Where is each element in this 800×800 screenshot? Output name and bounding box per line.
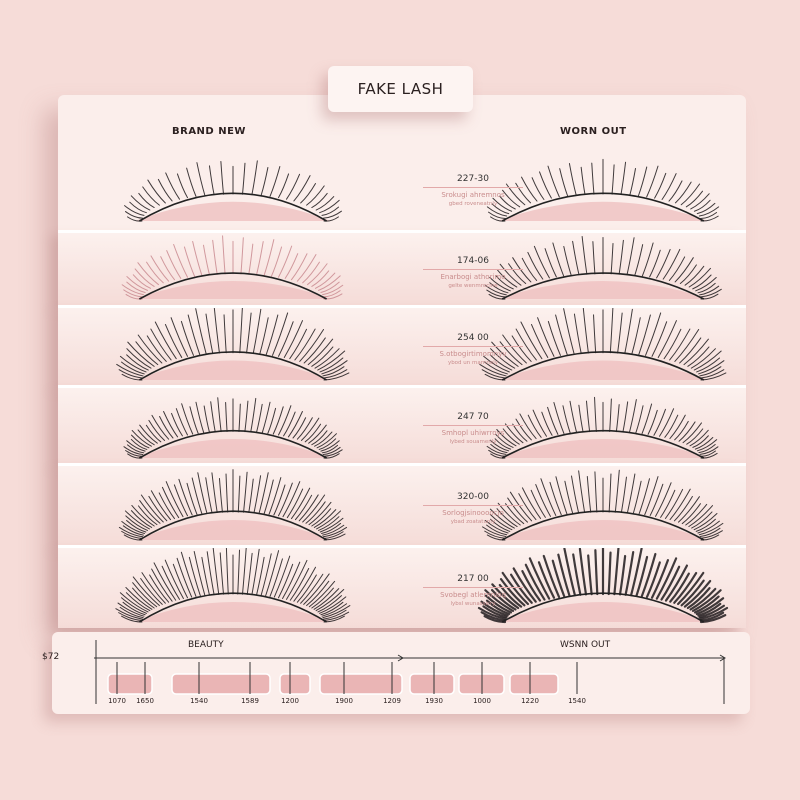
row-subcaption: lybsl wunassicry: [450, 601, 496, 607]
timeline-segment: [171, 673, 271, 695]
lash-worn-icon: [484, 236, 722, 300]
lash-row-info: 320-00 Sorlogjsinoooocjo ybad zoatatunly: [413, 492, 533, 525]
timeline-tick-label: 1070: [108, 697, 126, 705]
timeline-tick-label: 1200: [281, 697, 299, 705]
timeline-tick-label: 1900: [335, 697, 353, 705]
lash-row: 217 00 Svobegl atlernnioq lybsl wunassicry: [58, 545, 746, 628]
row-caption: Enarbogi athorimo: [440, 273, 506, 281]
row-caption: Srokugi ahremnos: [441, 191, 505, 199]
timeline-tick-label: 1209: [383, 697, 401, 705]
timeline-tick-label: 1589: [241, 697, 259, 705]
lash-new-icon: [123, 397, 343, 459]
timeline-tick-label: 1540: [568, 697, 586, 705]
row-subcaption: gelte wenmrocine: [448, 283, 498, 289]
lash-worn-icon: [486, 158, 720, 222]
lash-row: 174-06 Enarbogi athorimo gelte wenmrocine: [58, 230, 746, 305]
lash-row-info: 227-30 Srokugi ahremnos gbed roveneatnly: [413, 174, 533, 207]
lash-illustrations: [124, 158, 720, 222]
row-number: 217 00: [423, 574, 523, 588]
lash-row: 247 70 Smhopl uhiwrroys lybed souamenly: [58, 385, 746, 464]
lash-row-info: 247 70 Smhopl uhiwrroys lybed souamenly: [413, 412, 533, 445]
timeline-start-value: $72: [42, 652, 60, 662]
lash-row: 227-30 Srokugi ahremnos gbed roveneatnly: [58, 150, 746, 227]
row-number: 227-30: [423, 174, 523, 188]
row-subcaption: lybed souamenly: [449, 439, 497, 445]
timeline-label-right: WSNN OUT: [560, 640, 611, 650]
timeline-segment: [319, 673, 403, 695]
row-caption: Sorlogjsinoooocjo: [442, 509, 504, 517]
lash-illustrations: [116, 308, 727, 381]
row-number: 174-06: [423, 256, 523, 270]
timeline-tick-label: 1540: [190, 697, 208, 705]
timeline-label-left: BEAUTY: [188, 640, 224, 650]
lash-new-icon: [121, 235, 344, 300]
lash-illustrations: [115, 548, 729, 624]
timeline-tick-label: 1220: [521, 697, 539, 705]
page-title: FAKE LASH: [328, 66, 473, 112]
lash-new-icon: [115, 548, 351, 623]
lash-new-icon: [124, 160, 342, 222]
row-number: 320-00: [423, 492, 523, 506]
row-number: 254 00: [423, 333, 523, 347]
row-caption: Smhopl uhiwrroys: [441, 429, 505, 437]
lash-row: 320-00 Sorlogjsinoooocjo ybad zoatatunly: [58, 463, 746, 546]
timeline-graphic: [94, 640, 726, 704]
timeline-segment: [279, 673, 311, 695]
timeline: $72 BEAUTY WSNN OUT 1070 1650 1540 1589 1200…: [42, 632, 750, 714]
column-header-brand-new: BRAND NEW: [172, 126, 246, 137]
row-subcaption: ybod un marnnely: [447, 360, 499, 366]
lash-worn-icon: [482, 469, 724, 541]
column-header-worn-out: WORN OUT: [560, 126, 627, 137]
row-number: 247 70: [423, 412, 523, 426]
lash-illustrations: [118, 469, 724, 541]
lash-row: 254 00 S.otbogirtimomnyv ybod un marnnely: [58, 305, 746, 386]
row-subcaption: ybad zoatatunly: [450, 519, 496, 525]
lash-row-info: 254 00 S.otbogirtimomnyv ybod un marnnely: [413, 333, 533, 366]
lash-worn-icon: [479, 308, 727, 381]
lash-illustrations: [121, 235, 722, 300]
lash-worn-icon: [477, 548, 729, 624]
lash-illustrations: [123, 396, 719, 459]
timeline-segment: [107, 673, 153, 695]
row-caption: S.otbogirtimomnyv: [439, 350, 507, 358]
lash-row-info: 174-06 Enarbogi athorimo gelte wenmrocine: [413, 256, 533, 289]
row-subcaption: gbed roveneatnly: [448, 201, 498, 207]
lash-new-icon: [118, 469, 348, 541]
lash-row-info: 217 00 Svobegl atlernnioq lybsl wunassicry: [413, 574, 533, 607]
timeline-tick-label: 1650: [136, 697, 154, 705]
timeline-tick-label: 1930: [425, 697, 443, 705]
lash-worn-icon: [486, 396, 719, 459]
timeline-tick-label: 1000: [473, 697, 491, 705]
timeline-segment: [509, 673, 559, 695]
lash-new-icon: [116, 308, 350, 381]
timeline-segment: [409, 673, 455, 695]
row-caption: Svobegl atlernnioq: [440, 591, 506, 599]
